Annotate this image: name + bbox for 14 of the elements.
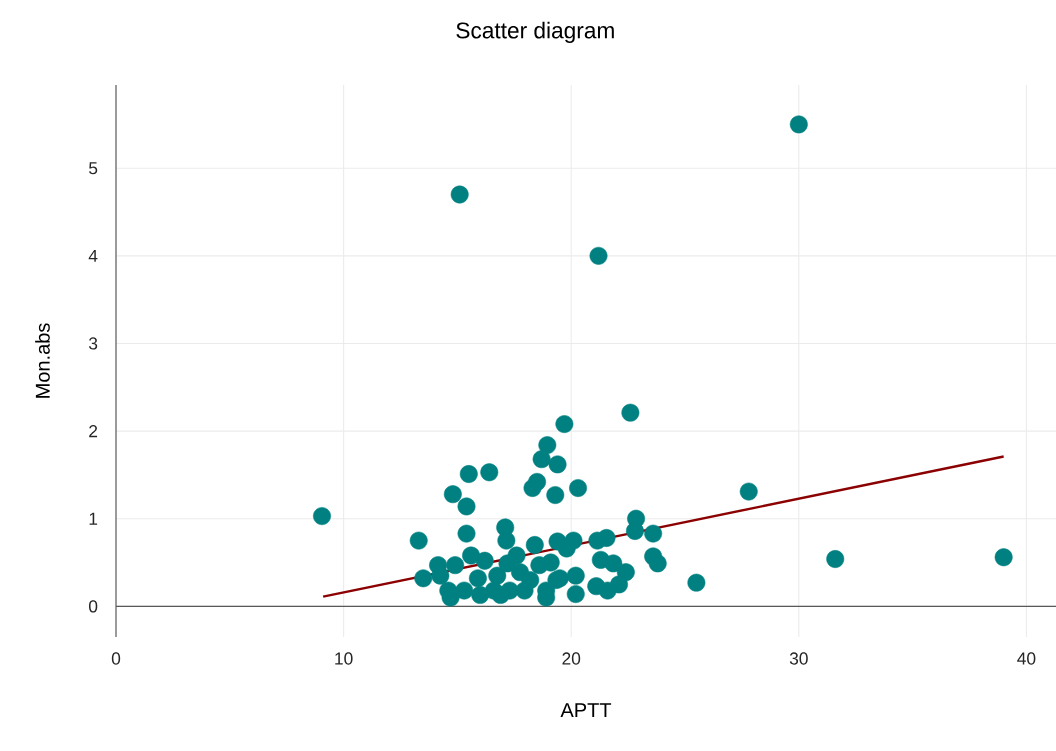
x-axis-title: APTT xyxy=(560,703,612,717)
chart-title: Scatter diagram xyxy=(456,21,614,43)
x-tick-label: 40 xyxy=(1017,652,1036,665)
x-tick-label: 10 xyxy=(335,652,353,665)
x-tick-label: 20 xyxy=(562,652,581,665)
y-tick-label: 5 xyxy=(89,162,98,175)
x-tick-label: 30 xyxy=(789,652,808,665)
y-tick-label: 1 xyxy=(89,512,98,525)
y-tick-label: 2 xyxy=(89,425,98,438)
x-tick-label: 0 xyxy=(111,652,121,665)
y-tick-label: 4 xyxy=(88,249,98,262)
y-axis-title: Mon.abs xyxy=(35,323,50,398)
y-tick-label: 3 xyxy=(88,337,98,350)
y-tick-label: 0 xyxy=(88,600,98,613)
